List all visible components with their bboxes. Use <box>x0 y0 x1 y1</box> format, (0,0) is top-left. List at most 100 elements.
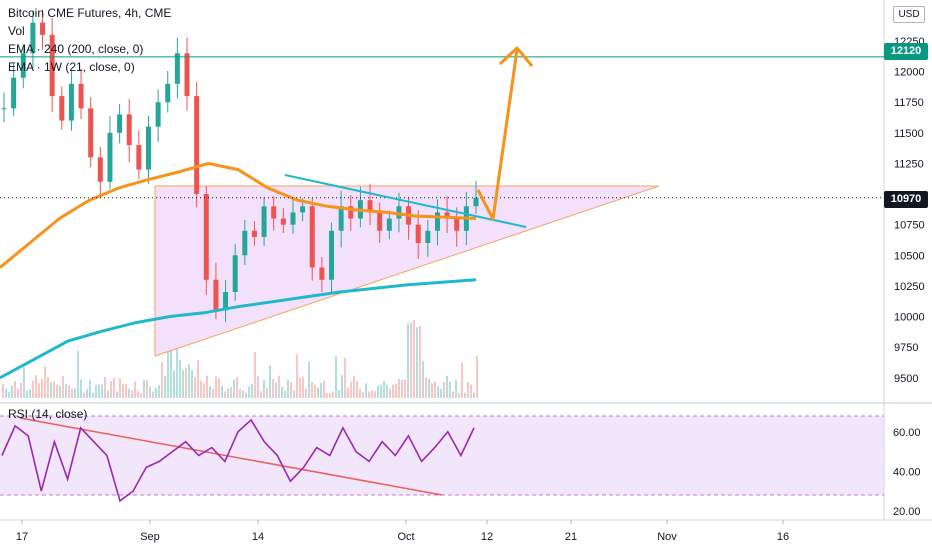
volume-bar <box>107 390 109 398</box>
volume-bar <box>413 320 415 398</box>
price-tick-label: 11250 <box>894 158 924 170</box>
rsi-trendline <box>19 417 443 496</box>
volume-bar <box>329 392 331 398</box>
volume-bar <box>74 388 76 398</box>
volume-bar <box>422 361 424 398</box>
volume-bar <box>101 384 103 398</box>
volume-bar <box>197 360 199 398</box>
time-axis[interactable]: 17 Sep 14 Oct 12 21 Nov 16 <box>16 520 789 543</box>
rsi-series <box>1 417 475 503</box>
volume-bar <box>419 325 421 398</box>
candle-body <box>155 102 161 127</box>
candle-body <box>117 114 123 133</box>
volume-bar <box>332 391 334 398</box>
volume-bar <box>173 370 175 398</box>
volume-bar <box>392 384 394 398</box>
candle-body <box>309 206 315 268</box>
volume-bar <box>236 376 238 398</box>
price-tick-label: 10750 <box>894 220 925 232</box>
annotations <box>0 46 884 228</box>
candle-body <box>242 230 248 256</box>
volume-bar <box>362 391 364 398</box>
candle-body <box>425 230 431 244</box>
volume-bar <box>434 381 436 398</box>
candle-body <box>454 218 460 231</box>
candle-body <box>261 206 267 237</box>
chart-title: Bitcoin CME Futures, 4h, CME <box>8 6 172 20</box>
candle-body <box>473 197 479 207</box>
volume-bar <box>470 384 472 398</box>
volume-bar <box>230 387 232 398</box>
volume-bar <box>365 383 367 398</box>
volume-bar <box>449 381 451 398</box>
price-axis[interactable]: 1250012250120001175011500112501075010500… <box>893 5 925 517</box>
volume-bar <box>167 344 169 398</box>
time-tick-label: 16 <box>777 531 789 543</box>
volume-bar <box>278 375 280 398</box>
volume-bar <box>59 385 61 398</box>
volume-bar <box>305 388 307 398</box>
volume-bar <box>311 381 313 398</box>
volume-bar <box>248 386 250 398</box>
volume-bar <box>233 379 235 398</box>
volume-bar <box>356 380 358 398</box>
volume-bar <box>254 352 256 398</box>
volume-bar <box>353 375 355 398</box>
volume-bar <box>32 380 34 398</box>
volume-bar <box>452 391 454 398</box>
candle-body <box>184 53 190 97</box>
time-tick-label: Sep <box>140 531 160 543</box>
candle-body <box>88 108 94 158</box>
volume-bar <box>344 357 346 398</box>
time-tick-label: 17 <box>16 531 28 543</box>
ema200-legend: EMA · 240 (200, close, 0) <box>8 42 144 56</box>
rsi-line <box>1 418 475 503</box>
volume-bar <box>164 375 166 398</box>
candle-body <box>280 218 286 225</box>
target-price-badge: 12120 <box>884 43 928 60</box>
candle-body <box>300 206 306 213</box>
volume-bar <box>308 361 310 398</box>
candle-body <box>271 206 277 219</box>
candle-body <box>251 230 257 237</box>
volume-bar <box>125 384 127 398</box>
volume-bar <box>284 390 286 398</box>
volume-bar <box>53 381 55 398</box>
price-tick-label: 10500 <box>894 250 925 262</box>
current-price-badge: 10970 <box>884 191 928 208</box>
volume-bar <box>176 338 178 398</box>
volume-bar <box>26 390 28 398</box>
volume-bar <box>47 377 49 398</box>
volume-bar <box>296 354 298 398</box>
volume-bar <box>461 362 463 398</box>
volume-bar <box>116 391 118 398</box>
volume-bar <box>455 379 457 398</box>
volume-bar <box>281 386 283 398</box>
candle-body <box>213 279 219 311</box>
volume-bar <box>368 391 370 398</box>
volume-bar <box>2 384 4 398</box>
volume-bar <box>185 368 187 398</box>
volume-bar <box>41 379 43 398</box>
volume-bar <box>35 375 37 398</box>
projection-arrow <box>476 49 519 221</box>
volume-bar <box>68 384 70 398</box>
candle-body <box>444 212 450 219</box>
candle-body <box>377 212 383 231</box>
candle-body <box>338 206 344 231</box>
volume-bar <box>266 388 268 398</box>
volume-bar <box>200 380 202 398</box>
price-tick-label: 9750 <box>894 342 918 354</box>
volume-bar <box>386 384 388 398</box>
volume-bar <box>347 387 349 398</box>
currency-unit-button[interactable]: USD <box>893 6 925 23</box>
volume-bar <box>140 392 142 398</box>
volume-bar <box>23 367 25 398</box>
volume-bar <box>203 383 205 398</box>
volume-bar <box>404 379 406 398</box>
volume-bar <box>293 390 295 398</box>
candle-body <box>367 200 373 213</box>
volume-bar <box>242 390 244 398</box>
volume-bar <box>89 379 91 398</box>
